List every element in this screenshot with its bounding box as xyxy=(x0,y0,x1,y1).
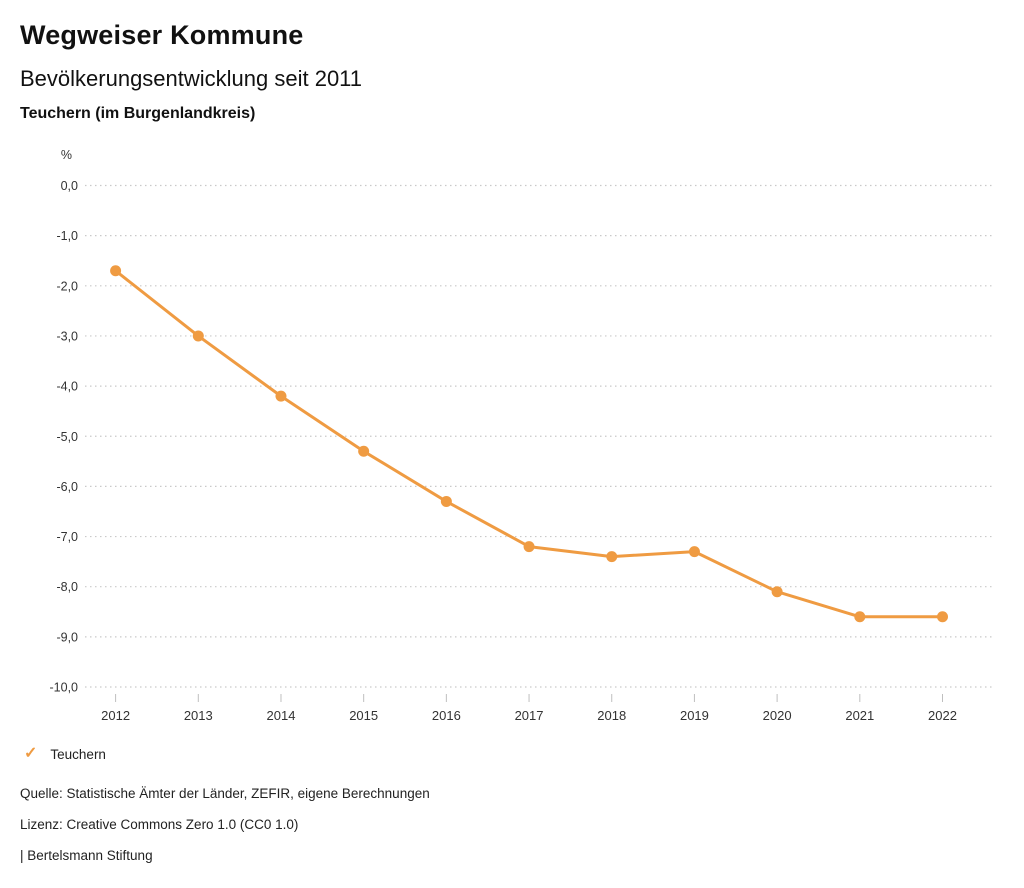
data-point[interactable] xyxy=(440,495,452,507)
data-point[interactable] xyxy=(523,541,535,553)
x-axis-tick-label: 2014 xyxy=(267,708,296,723)
x-axis-tick-label: 2018 xyxy=(597,708,626,723)
data-point[interactable] xyxy=(192,330,204,342)
x-axis-tick-label: 2017 xyxy=(515,708,544,723)
data-point[interactable] xyxy=(606,551,618,563)
legend-check-icon: ✓ xyxy=(24,745,38,762)
data-point[interactable] xyxy=(358,445,370,457)
license-text: Lizenz: Creative Commons Zero 1.0 (CC0 1… xyxy=(20,817,299,832)
y-axis-tick-label: -2,0 xyxy=(56,279,78,293)
y-axis-tick-label: -10,0 xyxy=(50,681,79,695)
region-label: Teuchern (im Burgenlandkreis) xyxy=(20,105,256,122)
y-axis-tick-label: -7,0 xyxy=(56,530,78,544)
legend-label: Teuchern xyxy=(50,746,106,762)
y-axis-tick-label: -5,0 xyxy=(56,430,78,444)
y-axis-tick-label: -9,0 xyxy=(56,630,78,644)
x-axis-tick-label: 2016 xyxy=(432,708,461,723)
series-line xyxy=(114,269,944,619)
x-axis-tick-label: 2019 xyxy=(680,708,709,723)
data-point[interactable] xyxy=(854,611,866,623)
data-point[interactable] xyxy=(275,390,287,402)
x-axis-tick-label: 2022 xyxy=(928,708,957,723)
page-title: Wegweiser Kommune xyxy=(20,20,304,50)
y-axis-tick-label: 0,0 xyxy=(61,179,78,193)
attribution-text: | Bertelsmann Stiftung xyxy=(20,848,153,863)
y-axis-unit-label: % xyxy=(61,148,72,162)
y-axis-tick-label: -3,0 xyxy=(56,329,78,343)
legend-item-teuchern[interactable]: ✓ Teuchern xyxy=(24,746,106,762)
data-point[interactable] xyxy=(110,265,122,277)
chart-subtitle: Bevölkerungsentwicklung seit 2011 xyxy=(20,66,363,91)
y-axis-tick-label: -6,0 xyxy=(56,480,78,494)
x-axis-tick-label: 2013 xyxy=(184,708,213,723)
x-axis-tick-label: 2021 xyxy=(845,708,874,723)
population-line-chart: % 0,0 -1,0 -2,0 -3,0 -4,0 -5,0 -6,0 -7,0 -8,0 -9,0… xyxy=(50,148,994,723)
y-axis-tick-label: -8,0 xyxy=(56,580,78,594)
source-text: Quelle: Statistische Ämter der Länder, Z… xyxy=(20,786,430,801)
x-axis-tick-label: 2020 xyxy=(763,708,792,723)
data-point[interactable] xyxy=(688,546,700,558)
data-point[interactable] xyxy=(771,586,783,598)
y-axis-tick-label: -1,0 xyxy=(56,229,78,243)
x-axis-tick-label: 2015 xyxy=(349,708,378,723)
x-axis-tick-label: 2012 xyxy=(101,708,130,723)
data-point[interactable] xyxy=(937,611,948,623)
y-axis-tick-label: -4,0 xyxy=(56,380,78,394)
